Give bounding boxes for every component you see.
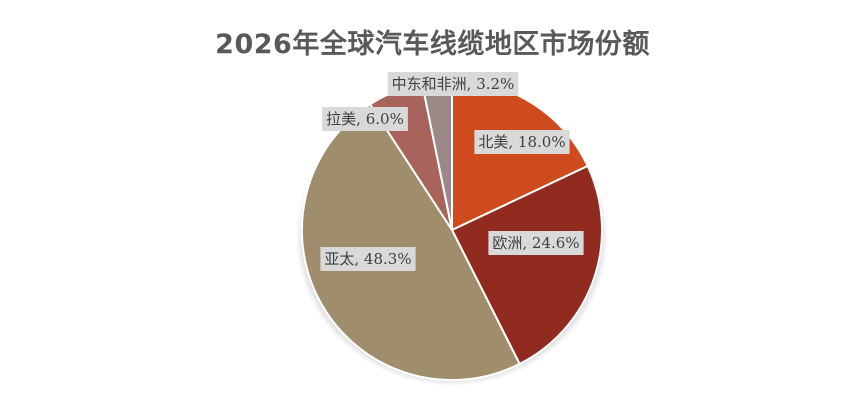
- data-label-text: 拉美, 6.0%: [326, 110, 404, 128]
- data-label-text: 亚太, 48.3%: [324, 250, 411, 268]
- data-label-background: [474, 130, 570, 154]
- data-label-2: 欧洲, 24.6%: [488, 231, 584, 255]
- pie-slices: [300, 78, 603, 382]
- data-label-text: 中东和非洲, 3.2%: [392, 75, 515, 93]
- data-label-background: [320, 247, 416, 271]
- data-label-background: [322, 107, 408, 131]
- data-label-background: [488, 231, 584, 255]
- data-label-1: 北美, 18.0%: [474, 130, 570, 154]
- data-label-text: 北美, 18.0%: [478, 133, 565, 151]
- data-label-4: 拉美, 6.0%: [322, 107, 408, 131]
- data-label-5: 中东和非洲, 3.2%: [387, 72, 519, 96]
- chart-title: 2026年全球汽车线缆地区市场份额: [215, 29, 650, 60]
- data-label-3: 亚太, 48.3%: [320, 247, 416, 271]
- pie-data-labels: 北美, 18.0% 欧洲, 24.6% 亚太, 48.3% 拉美, 6.0% 中东和非洲…: [320, 72, 584, 271]
- pie-slice-2: [450, 164, 603, 366]
- pie-slice-3: [300, 102, 521, 382]
- data-label-text: 欧洲, 24.6%: [492, 234, 579, 252]
- data-label-background: [387, 72, 519, 96]
